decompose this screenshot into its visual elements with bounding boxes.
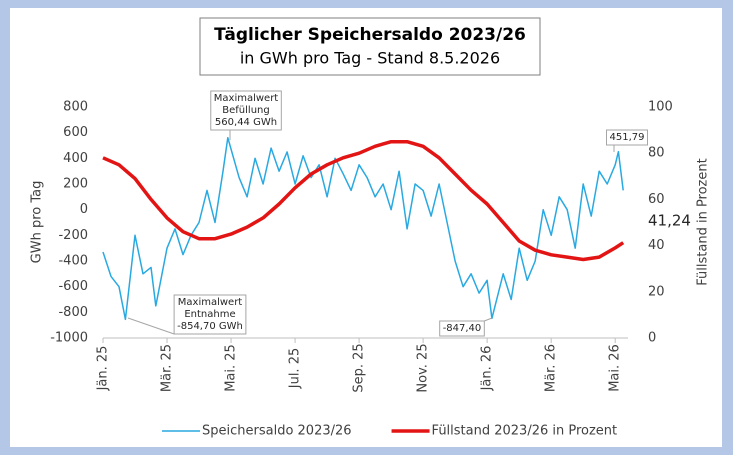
annotation-box [439, 320, 485, 337]
panel [10, 8, 722, 447]
y2-tick-label: 100 [648, 100, 673, 115]
x-tick-label: Nov. 25 [416, 343, 431, 392]
y-tick-label: 400 [63, 151, 88, 166]
x-tick-label: Mai. 25 [224, 344, 239, 392]
annotation-leader [127, 317, 175, 335]
annotation-text: -847,40 [443, 323, 482, 334]
x-tick-label: Jul. 25 [288, 348, 303, 390]
annotation-text: Maximalwert [178, 297, 243, 308]
y-tick-label: 0 [80, 202, 88, 217]
annotation-box [173, 294, 247, 335]
annotation-text: 560,44 GWh [215, 117, 277, 128]
y-tick-label: 600 [63, 125, 88, 140]
legend-label: Speichersaldo 2023/26 [202, 424, 352, 439]
y2-axis-label: Füllstand in Prozent [696, 158, 711, 285]
y-axis-label: GWh pro Tag [30, 181, 45, 264]
x-tick-label: Mai. 26 [608, 344, 623, 392]
annotation-text: 41,24 [648, 212, 691, 230]
chart-title: Täglicher Speichersaldo 2023/26 [214, 25, 526, 45]
annotation-text: Befüllung [222, 105, 269, 116]
y-tick-label: -1000 [50, 331, 88, 346]
title-box [199, 17, 541, 76]
annotation-text: -854,70 GWh [177, 321, 243, 332]
x-tick-label: Jän. 26 [480, 346, 495, 392]
x-tick-label: Sep. 25 [352, 343, 367, 392]
y2-tick-label: 40 [648, 238, 665, 253]
y-tick-label: 200 [63, 177, 88, 192]
annotation-box [606, 129, 648, 146]
y2-tick-label: 20 [648, 284, 665, 299]
annotation-leader [484, 317, 493, 322]
legend-label: Füllstand 2023/26 in Prozent [432, 424, 618, 439]
y-tick-label: -800 [58, 305, 88, 320]
annotation-box [210, 90, 282, 131]
y2-tick-label: 0 [648, 331, 656, 346]
y2-tick-label: 60 [648, 192, 665, 207]
y2-tick-label: 80 [648, 146, 665, 161]
y-tick-label: -200 [58, 228, 88, 243]
annotation-text: 451,79 [610, 132, 645, 143]
x-tick-label: Mär. 25 [160, 344, 175, 392]
chart-subtitle: in GWh pro Tag - Stand 8.5.2026 [240, 49, 500, 68]
series-line [102, 139, 625, 262]
y-tick-label: -600 [58, 279, 88, 294]
x-tick-label: Mär. 26 [544, 344, 559, 392]
x-tick-label: Jän. 25 [96, 346, 111, 392]
annotation-text: Maximalwert [214, 93, 279, 104]
y-tick-label: 800 [63, 100, 88, 115]
y-tick-label: -400 [58, 254, 88, 269]
annotation-text: Entnahme [184, 309, 235, 320]
